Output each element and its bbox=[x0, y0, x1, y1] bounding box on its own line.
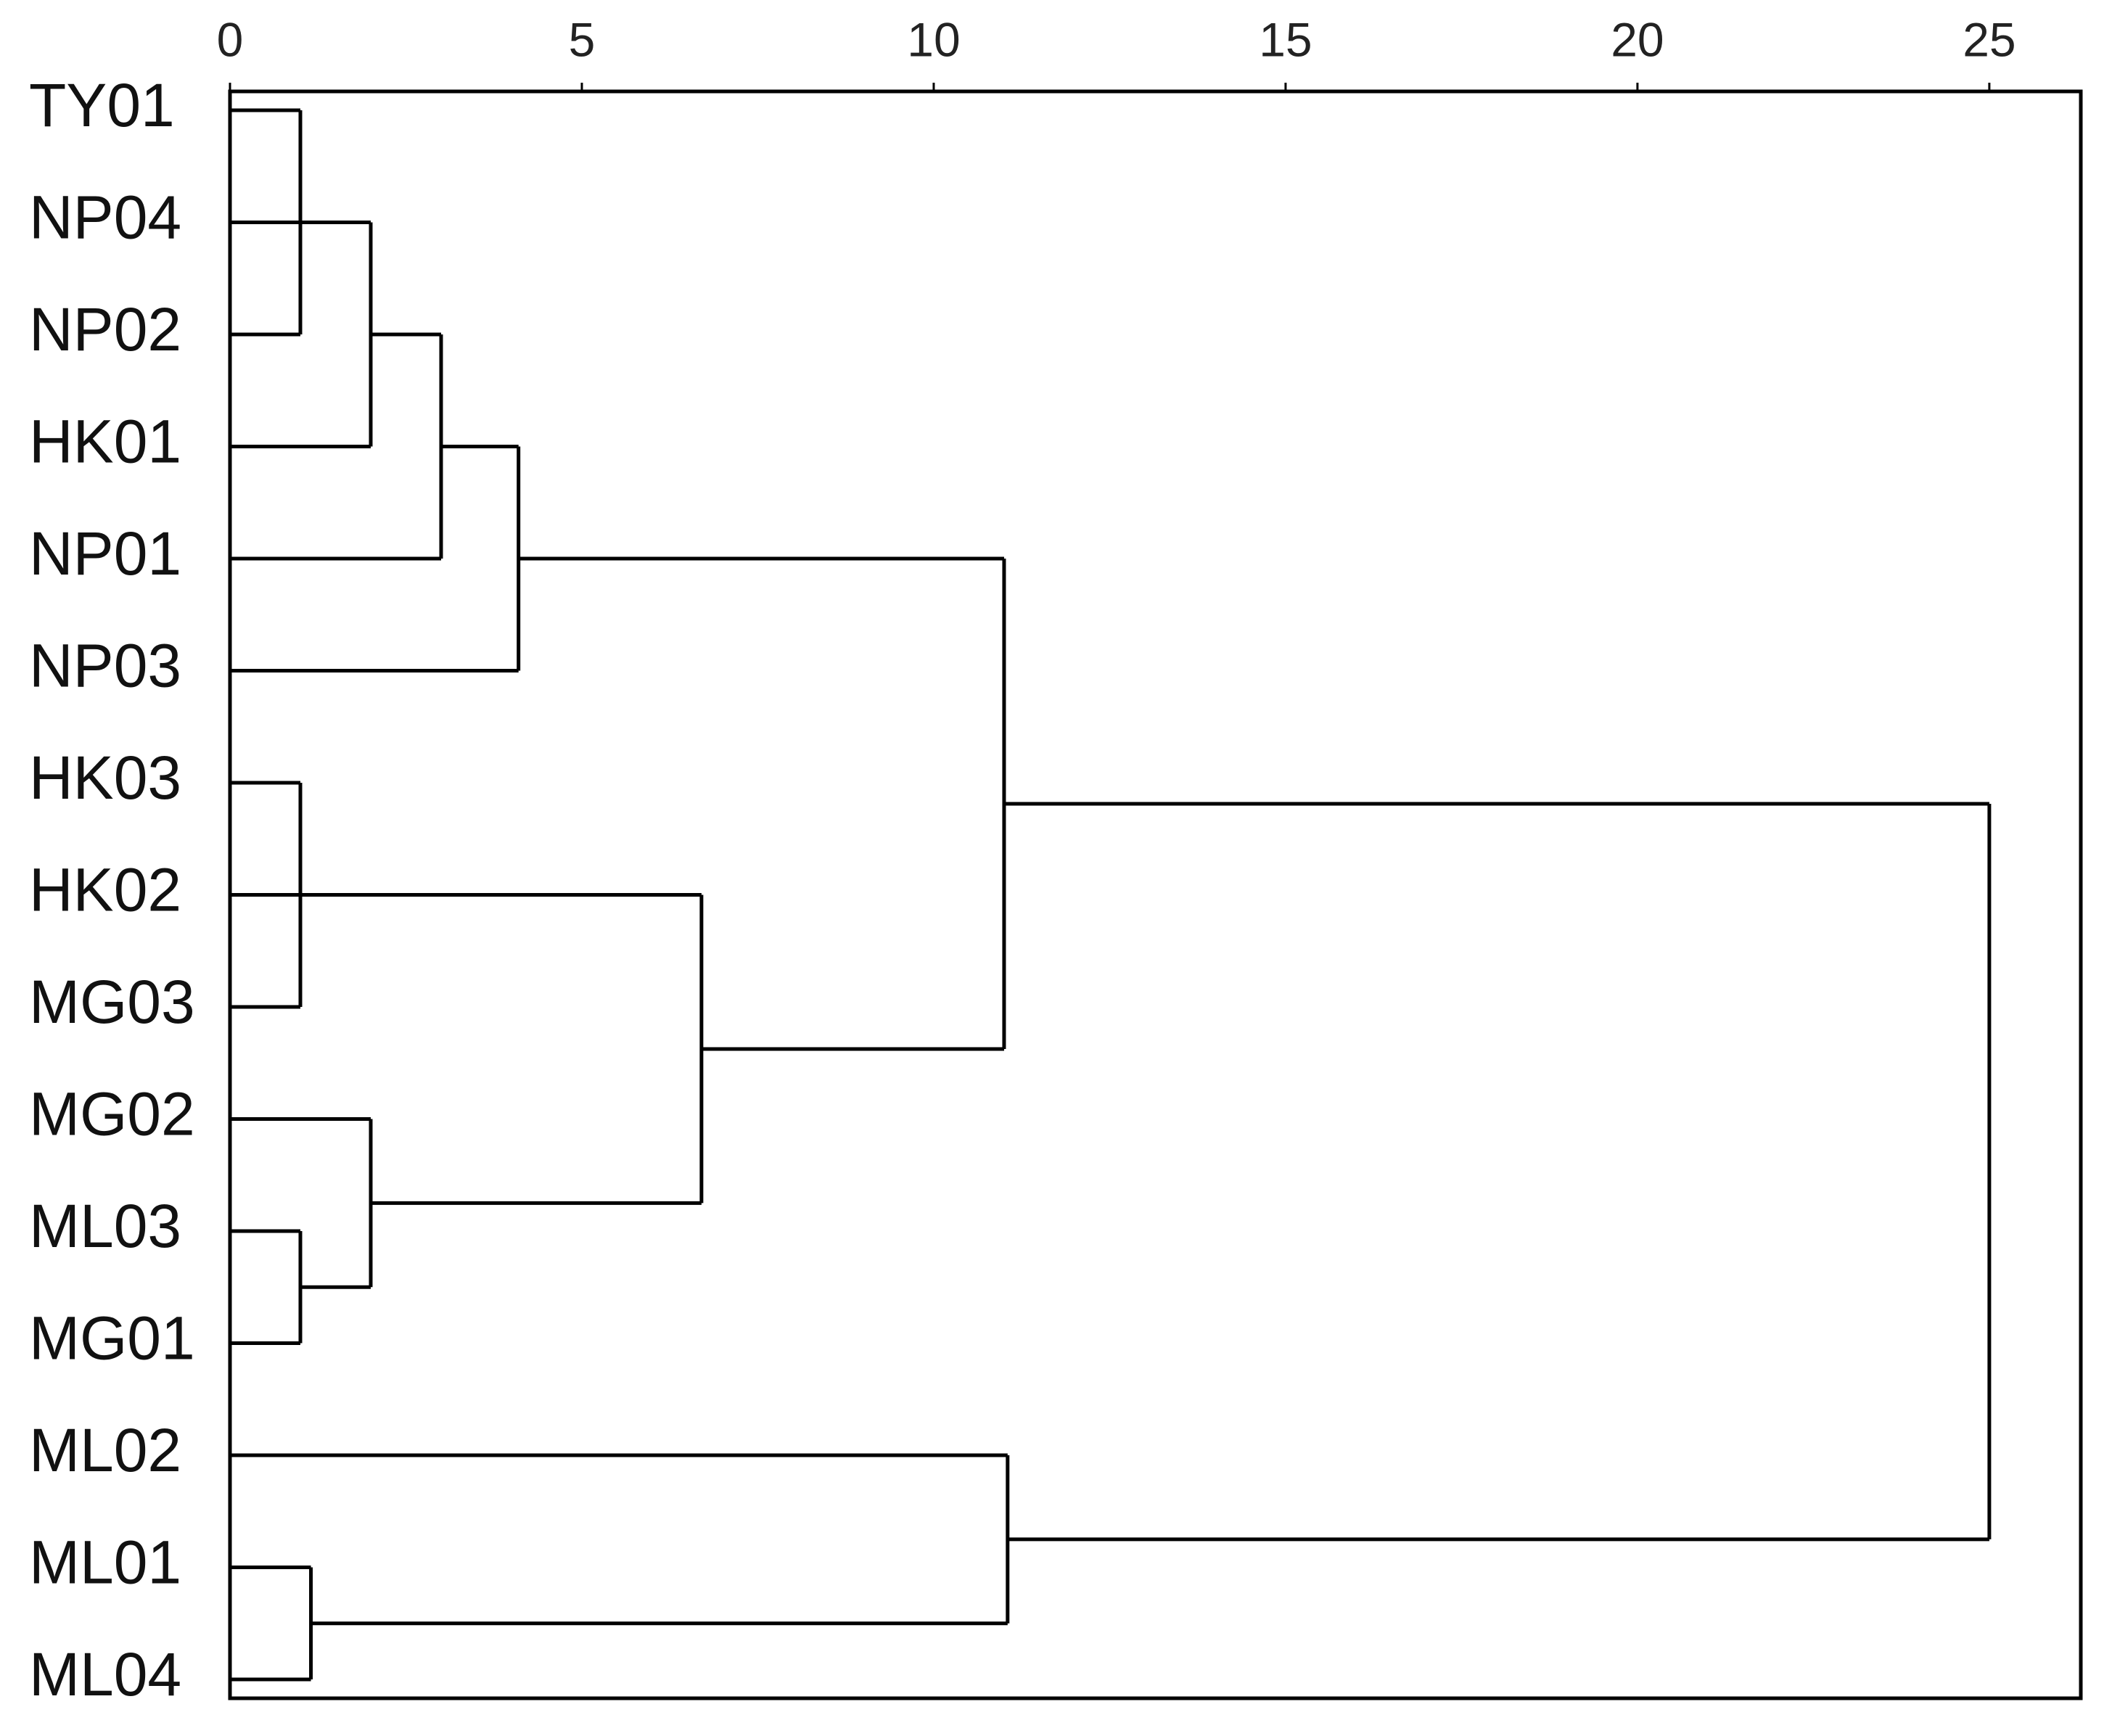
link bbox=[230, 221, 373, 448]
leaf-label: NP03 bbox=[29, 632, 181, 700]
x-tick-label: 25 bbox=[1963, 12, 2016, 66]
link bbox=[230, 1453, 1010, 1626]
x-tick-label: 20 bbox=[1611, 12, 1664, 66]
leaf-label: ML04 bbox=[29, 1640, 181, 1708]
leaf-label: HK03 bbox=[29, 744, 181, 812]
link bbox=[300, 893, 704, 1205]
link bbox=[230, 1117, 373, 1289]
x-tick-label: 0 bbox=[217, 12, 244, 66]
leaf-label: ML01 bbox=[29, 1529, 181, 1597]
leaf-label: NP04 bbox=[29, 184, 181, 252]
x-tick-label: 10 bbox=[907, 12, 960, 66]
link bbox=[230, 108, 303, 337]
leaf-label: TY01 bbox=[29, 71, 175, 139]
leaf-label: HK01 bbox=[29, 408, 181, 476]
leaf-label: MG02 bbox=[29, 1080, 195, 1148]
link bbox=[230, 781, 303, 1009]
link bbox=[230, 1566, 313, 1682]
link bbox=[518, 556, 1006, 1051]
leaf-label: ML03 bbox=[29, 1192, 181, 1260]
leaf-label: HK02 bbox=[29, 856, 181, 924]
link bbox=[230, 445, 521, 672]
leaf-label: NP01 bbox=[29, 519, 181, 588]
link bbox=[230, 1229, 303, 1345]
x-tick-label: 15 bbox=[1259, 12, 1312, 66]
link bbox=[1003, 802, 1992, 1542]
x-tick-label: 5 bbox=[569, 12, 596, 66]
leaf-label: MG03 bbox=[29, 968, 195, 1036]
leaf-label: ML02 bbox=[29, 1416, 181, 1484]
leaf-label: NP02 bbox=[29, 295, 181, 363]
leaf-label: MG01 bbox=[29, 1304, 195, 1373]
